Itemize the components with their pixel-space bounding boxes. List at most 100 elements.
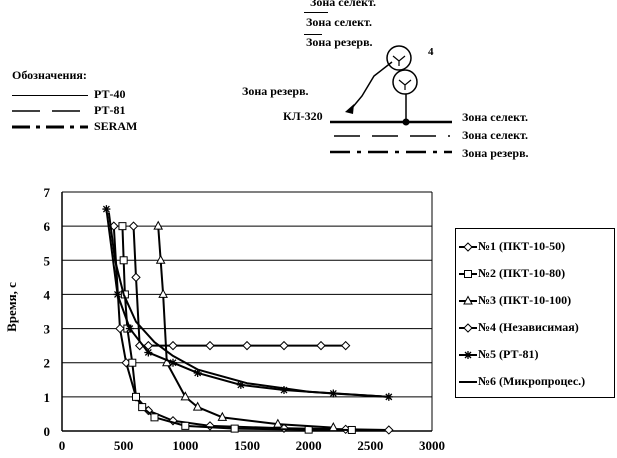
series-line: [121, 226, 352, 431]
data-point-square: [150, 413, 159, 422]
data-point-triangle: [153, 220, 164, 230]
data-point-star: [102, 205, 111, 214]
right-zone-label: Зона селект.: [462, 110, 529, 124]
top-zone-label: Зона селект.: [306, 15, 373, 29]
data-point-diamond: [131, 272, 141, 283]
legend-swatch: [459, 295, 477, 305]
x-tick-label: 2500: [357, 438, 383, 453]
data-point-square: [138, 403, 147, 412]
data-point-star: [125, 324, 134, 333]
data-point-star: [193, 368, 202, 377]
designation-item-dashed: РТ-81: [12, 103, 152, 119]
data-point-square: [181, 421, 190, 430]
legend-swatch: [459, 381, 477, 383]
data-point-triangle: [272, 418, 283, 428]
series-6: [107, 212, 389, 398]
data-point-triangle: [328, 422, 339, 432]
data-point-triangle: [463, 295, 473, 305]
y-tick-label: 7: [44, 185, 51, 200]
designation-item-solid: РТ-40: [12, 87, 152, 103]
transformer-winding-bottom: [392, 69, 418, 95]
feeder-label: КЛ-320: [283, 109, 323, 123]
data-point-star: [464, 351, 472, 359]
data-point-diamond: [128, 221, 139, 231]
data-point-diamond: [168, 340, 178, 351]
x-tick-label: 0: [59, 438, 66, 453]
data-point-square: [118, 222, 127, 231]
data-point-diamond: [316, 340, 326, 351]
legend-label: №6 (Микропроцес.): [478, 374, 586, 388]
data-point-star: [144, 348, 153, 357]
series-line: [112, 226, 389, 431]
solid-line-sample: [12, 95, 88, 96]
y-tick-label: 0: [44, 424, 51, 439]
legend-label: №4 (Независимая): [478, 320, 579, 334]
series-line: [105, 208, 389, 398]
data-point-diamond: [463, 242, 473, 252]
series-legend: №1 (ПКТ-10-50) №2 (ПКТ-10-80) №3 (ПКТ-10-1…: [455, 228, 615, 398]
data-point-star: [169, 358, 177, 367]
legend-label: №5 (РТ-81): [478, 347, 539, 361]
transformer-winding-top: [386, 45, 412, 71]
fault-zone-line: [351, 61, 393, 109]
designation-item-dashdot: SERAM: [12, 119, 152, 135]
x-tick-label: 1000: [172, 438, 198, 453]
data-point-diamond: [384, 425, 394, 435]
legend-swatch: [459, 351, 477, 359]
data-point-square: [128, 358, 137, 367]
dashed-line-sample: [12, 110, 88, 112]
data-point-diamond: [279, 340, 289, 351]
top-zone-line: [304, 34, 322, 35]
right-zone-label: Зона селект.: [462, 128, 529, 142]
legend-swatch: [459, 242, 477, 252]
winding-symbol-top: [392, 55, 406, 66]
series-4: [128, 221, 351, 351]
data-point-square: [464, 270, 472, 278]
data-point-square: [230, 424, 239, 433]
top-zone-line: [304, 12, 328, 13]
y-tick-label: 6: [44, 219, 51, 234]
x-tick-label: 1500: [234, 438, 260, 453]
designation-heading: Обозначения:: [12, 68, 87, 82]
fault-arrow-head: [345, 104, 354, 114]
designation-label: SERAM: [94, 119, 138, 133]
legend-label: №3 (ПКТ-10-100): [478, 293, 572, 307]
data-point-diamond: [463, 323, 473, 333]
right-zone-label: Зона резерв.: [462, 146, 529, 160]
dashdot-line-sample: [12, 125, 88, 129]
legend-item: №1 (ПКТ-10-50): [456, 237, 614, 257]
series-1: [109, 221, 394, 435]
top-zone-label: Зона резерв.: [306, 35, 373, 49]
y-tick-label: 3: [44, 322, 51, 337]
data-point-diamond: [242, 340, 252, 351]
data-point-triangle: [217, 411, 228, 421]
data-point-star: [236, 380, 245, 389]
protection-characteristics-chart: 0 1 2 3 4 5 6 7 0 500 1000 1500 2000 2500 3000 Время, …: [4, 185, 445, 453]
y-tick-label: 5: [44, 253, 51, 268]
series-2: [118, 222, 356, 434]
legend-item: №4 (Независимая): [456, 318, 614, 338]
bus-node: [402, 118, 410, 126]
series-3: [153, 220, 339, 432]
data-point-diamond: [205, 421, 215, 431]
x-tick-label: 3000: [419, 438, 445, 453]
data-point-triangle: [180, 391, 191, 401]
data-point-diamond: [205, 340, 215, 351]
designation-label: РТ-81: [94, 103, 126, 117]
legend-label: №2 (ПКТ-10-80): [478, 266, 566, 280]
legend-item: №3 (ПКТ-10-100): [456, 291, 614, 311]
y-axis-label: Время, с: [4, 282, 19, 332]
x-tick-label: 500: [114, 438, 134, 453]
legend-swatch: [459, 323, 477, 333]
legend-swatch: [459, 270, 477, 278]
data-point-star: [113, 290, 122, 299]
data-point-square: [119, 256, 128, 265]
y-tick-label: 2: [44, 356, 51, 371]
data-point-square: [132, 392, 140, 401]
data-point-square: [347, 425, 356, 434]
schematic-diagram: [330, 45, 452, 154]
legend-item: №6 (Микропроцес.): [456, 372, 614, 392]
data-point-triangle: [158, 288, 168, 298]
data-point-triangle: [155, 254, 166, 264]
designation-label: РТ-40: [94, 87, 126, 101]
